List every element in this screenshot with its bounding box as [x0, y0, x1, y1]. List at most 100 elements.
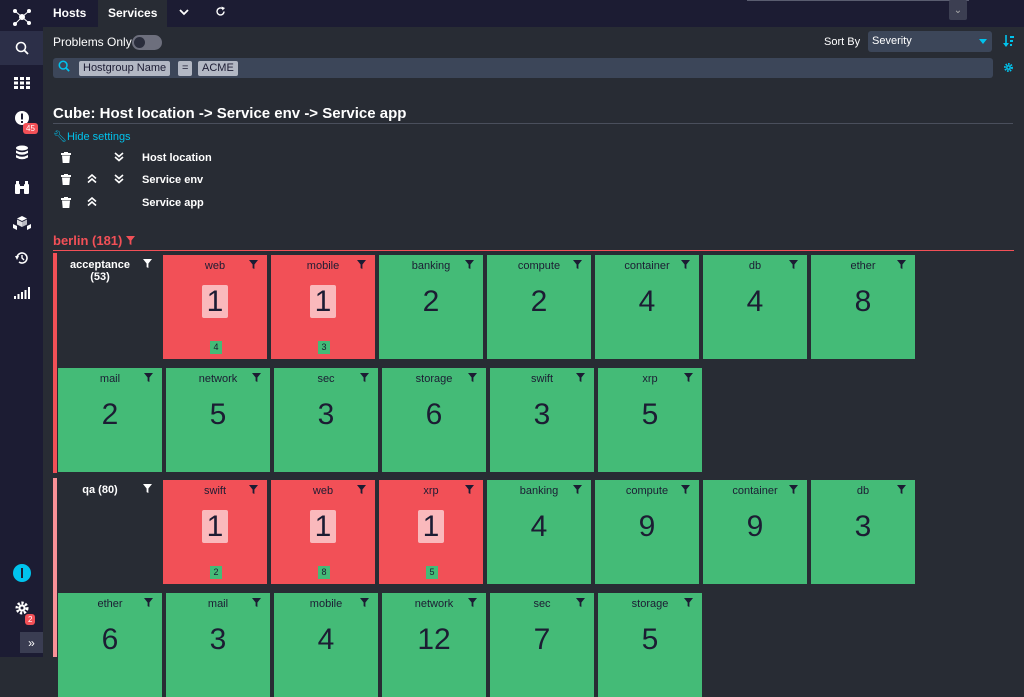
refresh-icon[interactable] — [205, 0, 236, 27]
tab-bar: Hosts Services ⌄ — [43, 0, 1024, 27]
service-tile-ether[interactable]: ether 6 — [58, 593, 162, 697]
tile-count: 4 — [746, 285, 764, 318]
filter-funnel-icon[interactable] — [252, 598, 261, 610]
trash-icon[interactable] — [61, 152, 71, 166]
group-title[interactable]: berlin (181) — [53, 233, 135, 248]
service-tile-swift[interactable]: swift 3 — [490, 368, 594, 472]
filter-funnel-icon[interactable] — [249, 485, 258, 497]
binoculars-icon[interactable] — [0, 171, 43, 205]
tab-dropdown-chevron-icon[interactable] — [169, 0, 199, 27]
filter-funnel-icon[interactable] — [468, 373, 477, 385]
service-tile-db[interactable]: db 4 — [703, 255, 807, 359]
filter-funnel-icon[interactable] — [684, 598, 693, 610]
service-tile-swift[interactable]: swift 1 2 — [163, 480, 267, 584]
logo-icon[interactable] — [0, 0, 43, 34]
filter-funnel-icon[interactable] — [360, 598, 369, 610]
tile-count: 3 — [209, 623, 227, 656]
hide-settings-link[interactable]: 🔧︎Hide settings — [53, 130, 131, 143]
filter-funnel-icon[interactable] — [357, 260, 366, 272]
service-tile-storage[interactable]: storage 6 — [382, 368, 486, 472]
service-tile-storage[interactable]: storage 5 — [598, 593, 702, 697]
service-tile-db[interactable]: db 3 — [811, 480, 915, 584]
service-tile-container[interactable]: container 9 — [703, 480, 807, 584]
database-icon[interactable] — [0, 136, 43, 170]
move-up-icon[interactable] — [87, 196, 97, 210]
filter-funnel-icon[interactable] — [465, 485, 474, 497]
move-up-icon[interactable] — [87, 173, 97, 187]
filter-funnel-icon[interactable] — [684, 373, 693, 385]
tile-label: ether — [97, 598, 123, 610]
move-down-icon[interactable] — [114, 152, 124, 165]
filter-funnel-icon[interactable] — [252, 373, 261, 385]
tile-label: web — [312, 485, 334, 497]
service-tile-web[interactable]: web 1 4 — [163, 255, 267, 359]
filter-funnel-icon[interactable] — [125, 236, 135, 248]
service-tile-xrp[interactable]: xrp 1 5 — [379, 480, 483, 584]
problems-icon[interactable] — [0, 101, 43, 135]
filter-funnel-icon[interactable] — [789, 260, 798, 272]
service-tile-sec[interactable]: sec 7 — [490, 593, 594, 697]
filter-funnel-icon[interactable] — [143, 484, 152, 496]
settings-gear-icon[interactable] — [0, 591, 43, 625]
search-settings-gear-icon[interactable] — [1003, 62, 1014, 76]
filter-funnel-icon[interactable] — [681, 260, 690, 272]
filter-funnel-icon[interactable] — [576, 373, 585, 385]
history-icon[interactable] — [0, 241, 43, 275]
filter-funnel-icon[interactable] — [897, 260, 906, 272]
filter-funnel-icon[interactable] — [143, 259, 152, 271]
service-tile-mobile[interactable]: mobile 4 — [274, 593, 378, 697]
service-tile-sec[interactable]: sec 3 — [274, 368, 378, 472]
filter-funnel-icon[interactable] — [357, 485, 366, 497]
search-filter-bar[interactable]: Hostgroup Name = ACME — [53, 58, 993, 78]
filter-chip-value[interactable]: ACME — [198, 61, 238, 76]
filter-chip-field[interactable]: Hostgroup Name — [79, 61, 171, 76]
signal-bars-icon[interactable] — [0, 276, 43, 310]
collapse-toggle-icon[interactable]: ⌄ — [949, 0, 967, 20]
service-tile-compute[interactable]: compute 9 — [595, 480, 699, 584]
filter-funnel-icon[interactable] — [468, 598, 477, 610]
service-tile-network[interactable]: network 5 — [166, 368, 270, 472]
tile-count: 3 — [854, 510, 872, 543]
tile-count: 9 — [638, 510, 656, 543]
tab-hosts[interactable]: Hosts — [53, 6, 87, 20]
hide-settings-label: Hide settings — [66, 131, 131, 143]
info-icon[interactable] — [0, 556, 43, 590]
group-bar-qa — [53, 478, 57, 657]
filter-controls: Problems Only Sort By Severity Hostgroup… — [43, 27, 1024, 82]
service-tile-banking[interactable]: banking 2 — [379, 255, 483, 359]
filter-funnel-icon[interactable] — [249, 260, 258, 272]
service-tile-banking[interactable]: banking 4 — [487, 480, 591, 584]
trash-icon[interactable] — [61, 197, 71, 211]
filter-funnel-icon[interactable] — [897, 485, 906, 497]
filter-funnel-icon[interactable] — [789, 485, 798, 497]
service-tile-web[interactable]: web 1 8 — [271, 480, 375, 584]
filter-funnel-icon[interactable] — [144, 373, 153, 385]
expand-sidebar-icon[interactable]: » — [20, 632, 43, 653]
filter-funnel-icon[interactable] — [465, 260, 474, 272]
tile-label: mobile — [306, 260, 340, 272]
cubes-icon[interactable] — [0, 206, 43, 240]
service-tile-ether[interactable]: ether 8 — [811, 255, 915, 359]
service-tile-xrp[interactable]: xrp 5 — [598, 368, 702, 472]
move-down-icon[interactable] — [114, 174, 124, 187]
service-tile-mail[interactable]: mail 3 — [166, 593, 270, 697]
service-tile-network[interactable]: network 12 — [382, 593, 486, 697]
filter-funnel-icon[interactable] — [144, 598, 153, 610]
sort-direction-icon[interactable] — [1003, 35, 1014, 50]
filter-funnel-icon[interactable] — [681, 485, 690, 497]
filter-chip-operator[interactable]: = — [178, 61, 193, 76]
filter-funnel-icon[interactable] — [573, 485, 582, 497]
tab-services[interactable]: Services — [98, 0, 168, 27]
service-tile-compute[interactable]: compute 2 — [487, 255, 591, 359]
filter-funnel-icon[interactable] — [573, 260, 582, 272]
service-tile-container[interactable]: container 4 — [595, 255, 699, 359]
filter-funnel-icon[interactable] — [360, 373, 369, 385]
search-icon[interactable] — [0, 31, 43, 65]
service-tile-mail[interactable]: mail 2 — [58, 368, 162, 472]
sort-by-select[interactable]: Severity — [868, 31, 992, 52]
service-tile-mobile[interactable]: mobile 1 3 — [271, 255, 375, 359]
problems-only-toggle[interactable] — [132, 35, 162, 50]
filter-funnel-icon[interactable] — [576, 598, 585, 610]
dashboard-grid-icon[interactable] — [0, 66, 43, 100]
trash-icon[interactable] — [61, 174, 71, 188]
